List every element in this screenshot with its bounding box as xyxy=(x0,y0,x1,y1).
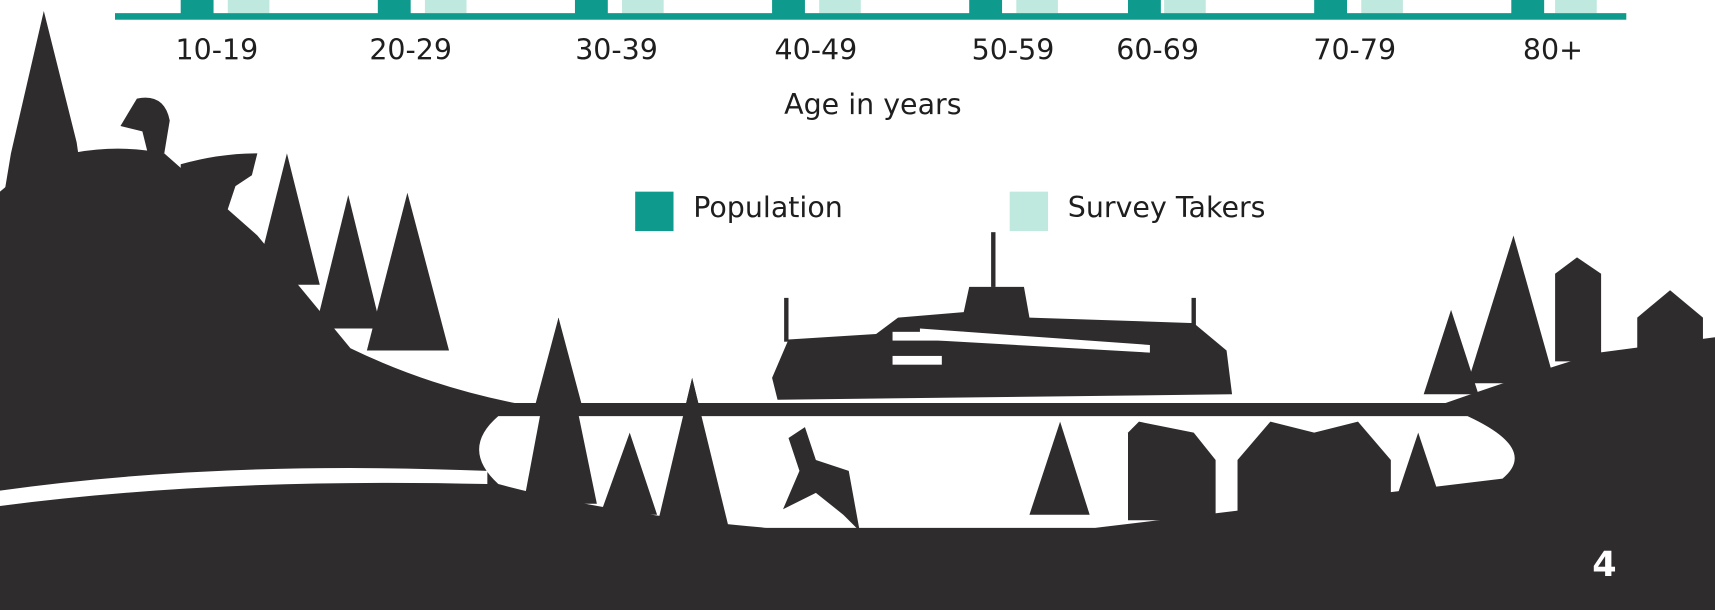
x-tick-label: 80+ xyxy=(1523,33,1583,66)
legend-label: Survey Takers xyxy=(1068,191,1266,224)
x-tick-label: 20-29 xyxy=(369,33,452,66)
x-tick-label: 40-49 xyxy=(775,33,858,66)
legend-swatch xyxy=(635,192,673,231)
legend-label: Population xyxy=(693,191,843,224)
x-tick-label: 50-59 xyxy=(972,33,1055,66)
bar-slivers xyxy=(181,0,1597,15)
x-tick-label: 10-19 xyxy=(175,33,258,66)
legend: Population Survey Takers xyxy=(635,191,1265,231)
page-number: 4 xyxy=(1592,544,1616,585)
x-axis-labels: 10-19 20-29 30-39 40-49 50-59 60-69 70-79 80+ xyxy=(175,33,1582,66)
axis-line xyxy=(115,13,1626,20)
x-tick-label: 70-79 xyxy=(1313,33,1396,66)
x-tick-label: 30-39 xyxy=(575,33,658,66)
x-tick-label: 60-69 xyxy=(1116,33,1199,66)
page: 10-19 20-29 30-39 40-49 50-59 60-69 70-79 80+ A… xyxy=(0,0,1715,610)
legend-swatch xyxy=(1010,192,1048,231)
axis-label: Age in years xyxy=(784,88,961,121)
